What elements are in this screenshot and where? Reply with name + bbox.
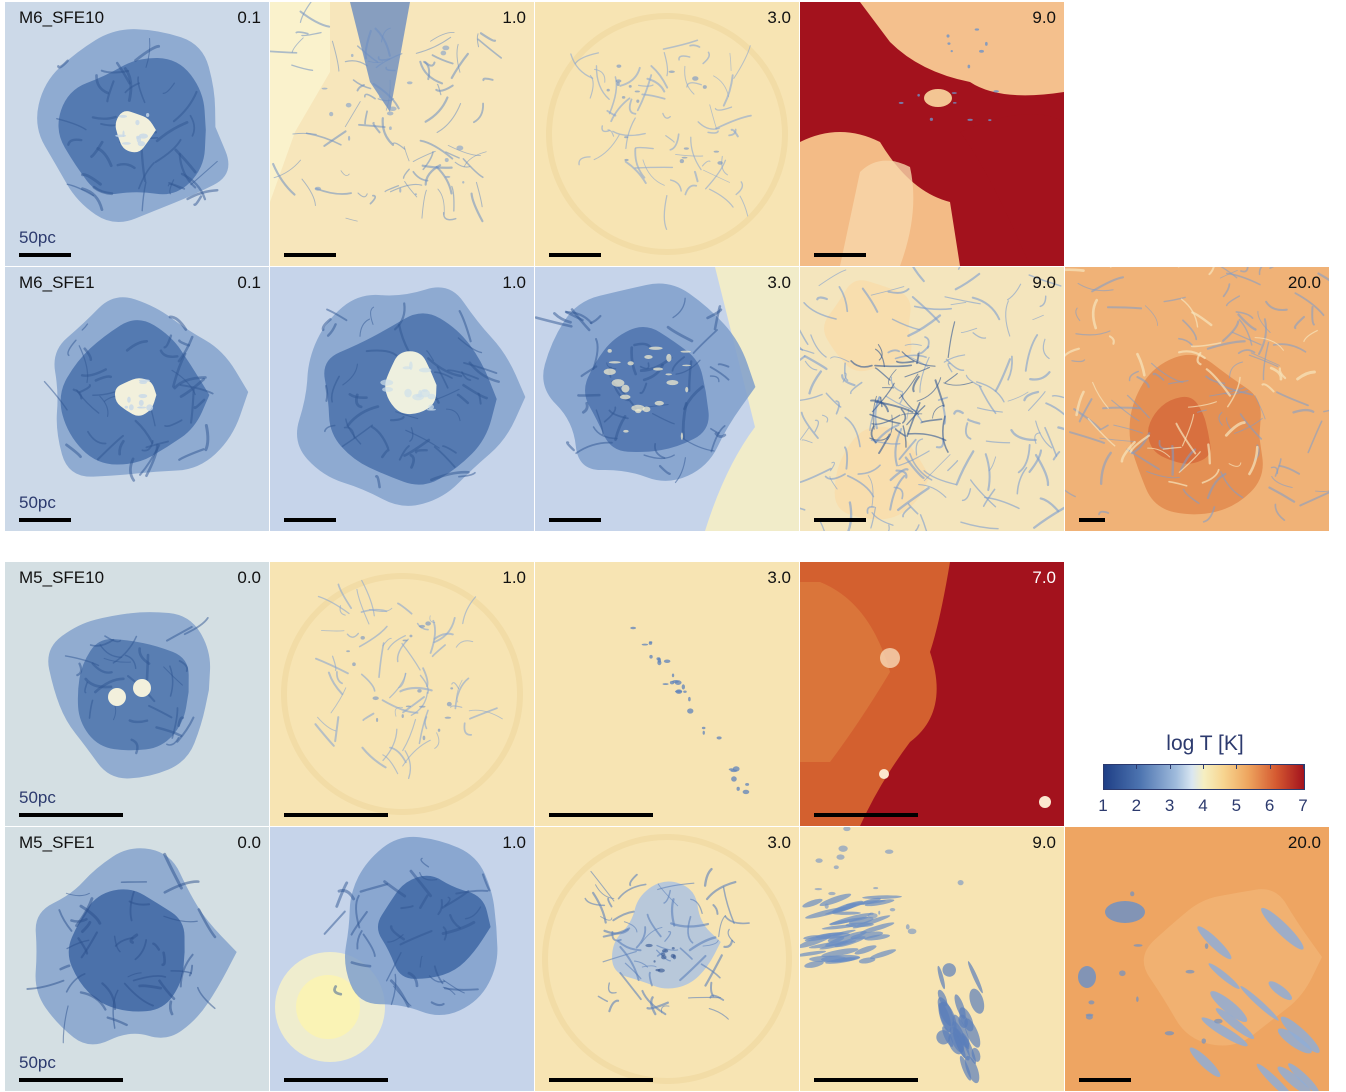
- panel-1-2: 3.0: [535, 267, 799, 531]
- run-name-label: M6_SFE1: [19, 273, 95, 292]
- colorbar-tick-label: 2: [1131, 796, 1142, 815]
- temperature-colorbar: log T [K] 1 2 3 4 5 6 7: [1098, 732, 1310, 822]
- time-label: 20.0: [1287, 833, 1321, 852]
- panel-2-1: 1.0: [270, 562, 534, 826]
- panel-3-1: 1.0: [270, 827, 534, 1091]
- colorbar-tick-label: 5: [1231, 796, 1242, 815]
- panel-1-4: 20.0: [1065, 267, 1329, 531]
- panel-1-3: 9.0: [800, 267, 1064, 531]
- time-label: 0.0: [237, 568, 261, 587]
- time-label: 3.0: [767, 273, 791, 292]
- colorbar-tick-label: 3: [1164, 796, 1175, 815]
- time-label: 20.0: [1287, 273, 1321, 292]
- scalebar-line: [19, 1078, 123, 1082]
- scalebar-label: 50pc: [19, 493, 56, 512]
- colorbar-tick-label: 4: [1198, 796, 1208, 815]
- temperature-map-2-1: [270, 562, 534, 826]
- panel-0-2: 3.0: [535, 2, 799, 266]
- scalebar-line: [814, 253, 866, 257]
- temperature-map-0-0: [5, 2, 269, 266]
- colorbar-tick-label: 1: [1098, 796, 1108, 815]
- run-name-label: M6_SFE10: [19, 8, 105, 27]
- scalebar-line: [549, 1078, 653, 1082]
- scalebar-line: [19, 813, 123, 817]
- scalebar-line: [814, 1078, 918, 1082]
- panel-3-2: 3.0: [535, 827, 799, 1091]
- time-label: 1.0: [502, 8, 526, 27]
- panel-0-1: 1.0: [270, 2, 534, 266]
- temperature-map-3-2: [535, 827, 799, 1091]
- panel-3-0: M5_SFE1 50pc 0.0: [5, 827, 269, 1091]
- scalebar-line: [19, 518, 71, 522]
- panel-2-2: 3.0: [535, 562, 799, 826]
- panel-2-3: 7.0: [800, 562, 1064, 826]
- temperature-map-2-2: [535, 562, 799, 826]
- time-label: 3.0: [767, 8, 791, 27]
- scalebar-line: [19, 253, 71, 257]
- panel-3-4: 20.0: [1065, 827, 1329, 1091]
- scalebar-label: 50pc: [19, 1053, 56, 1072]
- time-label: 9.0: [1032, 833, 1056, 852]
- panel-1-0: M6_SFE1 50pc 0.1: [5, 267, 269, 531]
- scalebar-line: [814, 518, 866, 522]
- time-label: 0.0: [237, 833, 261, 852]
- scalebar-line: [549, 813, 653, 817]
- colorbar-tick: [1203, 764, 1204, 769]
- temperature-map-3-4: [1065, 827, 1329, 1091]
- temperature-map-1-0: [5, 267, 269, 531]
- temperature-map-1-4: [1065, 267, 1329, 531]
- temperature-map-0-2: [535, 2, 799, 266]
- panel-0-0: M6_SFE10 50pc 0.1: [5, 2, 269, 266]
- colorbar-tick: [1103, 764, 1104, 769]
- temperature-map-2-3: [800, 562, 1064, 826]
- scalebar-line: [549, 518, 601, 522]
- colorbar-tick-label: 7: [1298, 796, 1308, 815]
- time-label: 1.0: [502, 833, 526, 852]
- panel-3-3: 9.0: [800, 827, 1064, 1091]
- temperature-map-0-1: [270, 2, 534, 266]
- time-label: 9.0: [1032, 8, 1056, 27]
- colorbar-tick-label: 6: [1264, 796, 1275, 815]
- panel-2-0: M5_SFE10 50pc 0.0: [5, 562, 269, 826]
- time-label: 1.0: [502, 273, 526, 292]
- time-label: 0.1: [237, 8, 261, 27]
- colorbar-title: log T [K]: [1166, 732, 1244, 755]
- scalebar-label: 50pc: [19, 228, 56, 247]
- colorbar-tick: [1236, 764, 1238, 769]
- colorbar-tick: [1169, 764, 1171, 769]
- colorbar-tick: [1269, 764, 1271, 769]
- time-label: 7.0: [1032, 568, 1056, 587]
- temperature-map-1-2: [535, 267, 799, 531]
- time-label: 9.0: [1032, 273, 1056, 292]
- colorbar-gradient: [1103, 764, 1305, 790]
- scalebar-line: [284, 1078, 388, 1082]
- temperature-map-0-3: [800, 2, 1064, 266]
- time-label: 3.0: [767, 833, 791, 852]
- scalebar-line: [284, 813, 388, 817]
- panel-1-1: 1.0: [270, 267, 534, 531]
- scalebar-line: [1079, 518, 1105, 522]
- time-label: 1.0: [502, 568, 526, 587]
- time-label: 3.0: [767, 568, 791, 587]
- temperature-map-1-1: [270, 267, 534, 531]
- colorbar-tick: [1303, 764, 1304, 769]
- scalebar-line: [284, 253, 336, 257]
- temperature-map-2-0: [5, 562, 269, 826]
- run-name-label: M5_SFE10: [19, 568, 105, 587]
- scalebar-line: [1079, 1078, 1131, 1082]
- temperature-map-3-0: [5, 827, 269, 1091]
- run-name-label: M5_SFE1: [19, 833, 95, 852]
- temperature-map-1-3: [800, 267, 1064, 531]
- scalebar-line: [814, 813, 918, 817]
- scalebar-line: [284, 518, 336, 522]
- panel-0-3: 9.0: [800, 2, 1064, 266]
- scalebar-label: 50pc: [19, 788, 56, 807]
- colorbar-tick: [1136, 764, 1138, 769]
- temperature-map-3-3: [800, 827, 1064, 1091]
- scalebar-line: [549, 253, 601, 257]
- temperature-map-3-1: [270, 827, 534, 1091]
- time-label: 0.1: [237, 273, 261, 292]
